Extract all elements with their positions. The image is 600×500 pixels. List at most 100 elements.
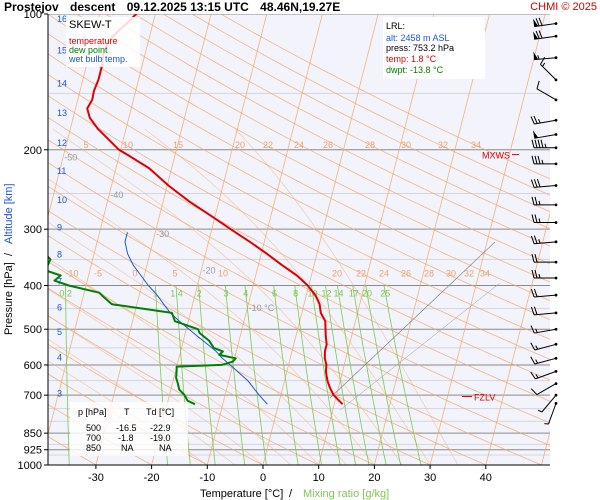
mixing-ratio-label: 8 bbox=[293, 289, 298, 299]
chart-title: SKEW-T bbox=[69, 19, 112, 31]
isotherm-label: -40 bbox=[110, 190, 123, 200]
moist-adiabat-line bbox=[48, 338, 236, 465]
wind-barb-full bbox=[533, 115, 538, 124]
pressure-tick-label: 400 bbox=[24, 281, 42, 293]
wind-barb-full bbox=[534, 214, 538, 223]
mode-label: descent bbox=[70, 0, 115, 14]
wind-barb bbox=[530, 342, 558, 351]
isotherm-line bbox=[374, 14, 490, 465]
mixing-ratio-label: 1.4 bbox=[170, 289, 183, 299]
moist-adiabat-line bbox=[48, 221, 347, 465]
wind-barb-shaft bbox=[548, 403, 557, 425]
wind-barb bbox=[530, 382, 558, 396]
wind-barb-half bbox=[537, 55, 540, 60]
table-header-t: T bbox=[124, 407, 130, 417]
mixing-ratio-label: 25 bbox=[380, 289, 390, 299]
isotherm-line bbox=[541, 430, 550, 465]
temperature-tick-label: 10 bbox=[313, 472, 325, 484]
altitude-tick-label: 8 bbox=[57, 250, 62, 260]
y-axis-label: Pressure [hPa] bbox=[3, 262, 15, 335]
wind-barb bbox=[530, 325, 558, 334]
pressure-tick-label: 700 bbox=[24, 390, 42, 402]
wind-barb-full bbox=[536, 178, 541, 188]
wind-barb bbox=[530, 178, 558, 188]
dry-adiabat-line bbox=[48, 235, 486, 465]
station-name: Prostejov bbox=[4, 0, 59, 14]
lrl-dwpt: dwpt: -13.8 °C bbox=[386, 65, 444, 75]
mixing-ratio-line bbox=[294, 285, 322, 465]
temperature-tick-label: -30 bbox=[88, 472, 104, 484]
x-axis-separator: / bbox=[289, 488, 293, 500]
mixing-ratio-label: 12 bbox=[322, 289, 332, 299]
mixing-ratio-line bbox=[311, 285, 341, 465]
wind-barb bbox=[531, 269, 558, 280]
wind-barb-half bbox=[538, 273, 541, 279]
mxws-label: MXWS bbox=[482, 151, 510, 161]
adiabat-label: 15 bbox=[173, 140, 183, 150]
temperature-tick-label: -20 bbox=[144, 472, 160, 484]
table-cell: 500 bbox=[86, 423, 101, 433]
mixing-ratio-label: 10 bbox=[307, 289, 317, 299]
altitude-tick-label: 6 bbox=[57, 302, 62, 312]
wind-barb-flag bbox=[533, 31, 539, 40]
adiabat-label-lower: 30 bbox=[446, 269, 456, 279]
wind-barb-full bbox=[530, 388, 538, 395]
adiabat-label-lower: 20 bbox=[332, 269, 342, 279]
mixing-ratio-label: 17 bbox=[349, 289, 359, 299]
wind-barb-full bbox=[533, 288, 538, 297]
adiabat-label-lower: 10 bbox=[218, 269, 228, 279]
wind-barb-flag bbox=[533, 18, 539, 27]
mixing-ratio-label: 6 bbox=[272, 289, 277, 299]
wind-barb-half bbox=[538, 119, 541, 124]
wind-barb bbox=[530, 235, 558, 245]
wind-barb-shaft bbox=[535, 370, 557, 380]
dry-adiabat-line bbox=[48, 210, 542, 465]
temperature-tick-label: 30 bbox=[424, 472, 436, 484]
table-cell: -22.9 bbox=[150, 423, 171, 433]
wind-barb-shaft bbox=[534, 343, 557, 351]
table-cell: -19.0 bbox=[150, 433, 171, 443]
adiabat-label: 32 bbox=[438, 140, 448, 150]
wind-barb-shaft bbox=[534, 134, 557, 139]
adiabat-label-lower: -10 bbox=[65, 269, 78, 279]
mixing-ratio-line bbox=[383, 285, 422, 465]
table-cell: NA bbox=[121, 443, 134, 453]
isotherm-line bbox=[485, 211, 550, 465]
wind-barb-shaft bbox=[534, 241, 557, 245]
wind-barb-shaft bbox=[540, 63, 557, 81]
wind-barb-half bbox=[538, 239, 541, 244]
mixing-ratio-label: 14 bbox=[334, 289, 344, 299]
wind-barb bbox=[530, 115, 558, 125]
adiabat-label: 34 bbox=[471, 140, 481, 150]
adiabat-label: 10 bbox=[123, 140, 133, 150]
mixing-ratio-label: 20 bbox=[362, 289, 372, 299]
wind-barb bbox=[532, 130, 558, 139]
adiabat-label-lower: 34 bbox=[480, 269, 490, 279]
wind-barb-full bbox=[530, 306, 535, 315]
lrl-press: press: 753.2 hPa bbox=[386, 43, 454, 53]
dry-adiabat-line bbox=[76, 14, 550, 265]
mixing-ratio-label: 2 bbox=[197, 289, 202, 299]
temperature-tick-label: -10 bbox=[199, 472, 215, 484]
altitude-tick-label: 14 bbox=[57, 79, 67, 89]
pressure-tick-label: 300 bbox=[24, 224, 42, 236]
altitude-tick-label: 5 bbox=[57, 327, 62, 337]
wind-barb-full bbox=[530, 116, 535, 125]
wind-barb-half bbox=[538, 200, 541, 206]
altitude-tick-label: 3 bbox=[57, 388, 62, 398]
legend-dewpoint: dew point bbox=[69, 45, 108, 55]
wind-barb-full bbox=[531, 269, 535, 279]
wind-barb-full bbox=[530, 289, 535, 298]
summary-table: p [hPa] T Td [°C] 500 -16.5 -22.9 700 -1… bbox=[70, 402, 188, 456]
table-cell: NA bbox=[159, 443, 172, 453]
mixing-ratio-line bbox=[352, 285, 387, 465]
wind-barb-shaft bbox=[534, 184, 557, 188]
wind-barb bbox=[533, 30, 558, 40]
wind-barb-full bbox=[531, 254, 535, 263]
wind-barb-shaft bbox=[536, 88, 557, 101]
wind-barb bbox=[540, 57, 558, 82]
adiabat-label-lower: 22 bbox=[356, 269, 366, 279]
wind-barb-shaft bbox=[536, 383, 557, 396]
wind-barb-full bbox=[535, 30, 540, 39]
